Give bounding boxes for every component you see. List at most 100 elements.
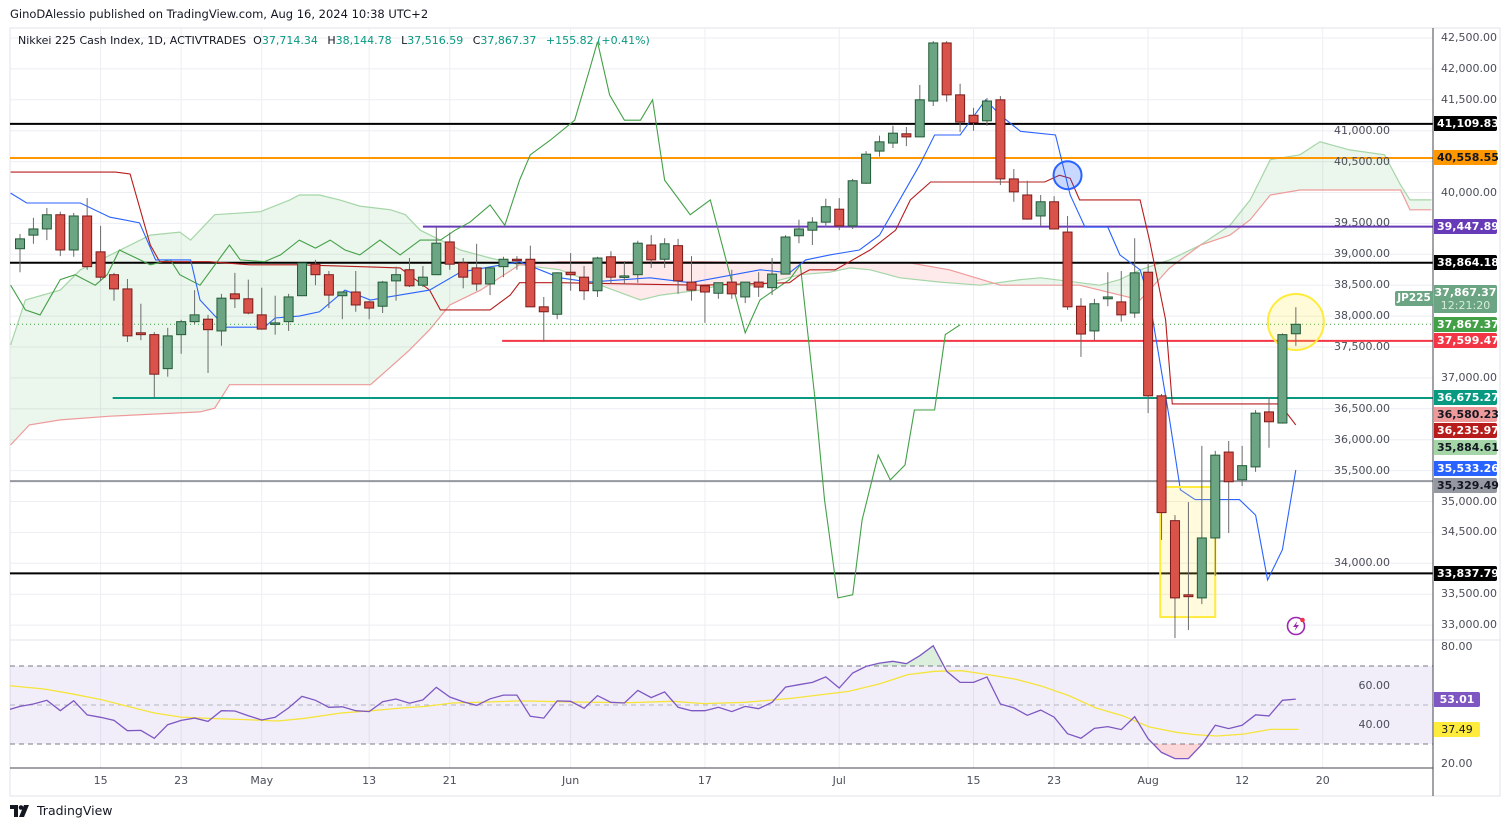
candle-body bbox=[1008, 178, 1019, 193]
candle-body bbox=[538, 306, 549, 313]
bar-countdown: 12:21:20 bbox=[1440, 299, 1491, 313]
candle-down bbox=[901, 126, 912, 147]
candle-body bbox=[901, 133, 912, 138]
candle-down bbox=[1143, 262, 1154, 414]
candle-down bbox=[310, 259, 321, 286]
candle-down bbox=[1169, 515, 1180, 639]
candle-down bbox=[229, 272, 240, 309]
candle-down bbox=[726, 269, 737, 299]
candle-body bbox=[28, 228, 39, 236]
candle-up bbox=[1237, 445, 1248, 487]
candle-up bbox=[820, 198, 831, 228]
candle-body bbox=[928, 42, 939, 102]
candle-down bbox=[1022, 180, 1033, 220]
candle-body bbox=[1223, 451, 1234, 483]
candle-body bbox=[1022, 194, 1033, 220]
tradingview-logo-icon bbox=[10, 804, 29, 817]
lightning-alert-icon[interactable] bbox=[1286, 616, 1306, 636]
candle-down bbox=[995, 96, 1006, 186]
candle-down bbox=[243, 279, 254, 315]
candle-body bbox=[15, 238, 25, 250]
candle-body bbox=[780, 236, 791, 275]
candle-down bbox=[1223, 440, 1234, 534]
candle-up bbox=[887, 125, 898, 149]
last-price-text: 37,867.37 bbox=[1434, 286, 1497, 300]
last-price-countdown-label: 37,867.37 12:21:20 bbox=[1434, 285, 1497, 314]
candle-down bbox=[605, 251, 616, 284]
candle-body bbox=[417, 276, 428, 286]
candle-up bbox=[861, 151, 872, 184]
candle-body bbox=[498, 258, 509, 268]
highlight-rectangle[interactable] bbox=[1159, 485, 1217, 619]
candle-up bbox=[632, 240, 643, 283]
candle-body bbox=[1102, 296, 1113, 300]
candle-down bbox=[1062, 215, 1073, 310]
candle-down bbox=[1183, 502, 1194, 631]
candle-up bbox=[498, 256, 509, 278]
candle-up bbox=[377, 280, 388, 314]
candle-body bbox=[297, 262, 308, 297]
candle-down bbox=[471, 243, 482, 291]
symbol-title[interactable]: Nikkei 225 Cash Index, 1D, ACTIVTRADES bbox=[18, 34, 247, 47]
candle-body bbox=[1156, 395, 1167, 514]
candle-body bbox=[753, 281, 764, 288]
candle-up bbox=[740, 281, 751, 304]
rsi-line bbox=[10, 644, 1296, 760]
candles bbox=[15, 41, 1301, 639]
candle-down bbox=[565, 253, 576, 291]
brand-name: TradingView bbox=[37, 803, 113, 818]
candle-body bbox=[323, 274, 334, 296]
candle-up bbox=[552, 272, 563, 320]
rsi-oversold-fill bbox=[10, 744, 1296, 759]
candle-up bbox=[780, 235, 791, 275]
candle-up bbox=[1210, 450, 1221, 576]
candle-body bbox=[55, 214, 66, 251]
candle-down bbox=[135, 303, 146, 341]
candle-up bbox=[283, 293, 294, 331]
candle-down bbox=[122, 279, 133, 343]
candle-body bbox=[968, 114, 979, 124]
candle-up bbox=[592, 256, 603, 297]
candle-body bbox=[377, 281, 388, 307]
candle-down bbox=[350, 270, 361, 312]
candle-body bbox=[981, 100, 992, 122]
candle-up bbox=[417, 266, 428, 288]
candle-body bbox=[726, 281, 737, 295]
candle-up bbox=[68, 212, 79, 257]
candle-down bbox=[458, 258, 469, 289]
candle-body bbox=[189, 314, 200, 323]
candle-body bbox=[41, 214, 52, 230]
candle-up bbox=[847, 178, 858, 229]
candle-up bbox=[1129, 238, 1140, 318]
candle-body bbox=[1263, 411, 1274, 423]
rsi-pane[interactable] bbox=[7, 644, 1299, 760]
candle-body bbox=[861, 153, 872, 184]
horizontal-levels[interactable] bbox=[10, 122, 1433, 575]
high-key: H bbox=[327, 34, 336, 47]
grid bbox=[10, 28, 1433, 768]
candle-down bbox=[109, 272, 120, 301]
candle-up bbox=[28, 217, 39, 244]
candle-body bbox=[565, 271, 576, 276]
candle-body bbox=[740, 281, 751, 298]
candle-body bbox=[68, 215, 79, 251]
candle-body bbox=[310, 263, 321, 276]
annotations[interactable] bbox=[1052, 160, 1083, 191]
candle-body bbox=[1277, 334, 1288, 424]
highlight-circle[interactable] bbox=[1052, 160, 1083, 191]
publish-info: GinoDAlessio published on TradingView.co… bbox=[10, 7, 429, 21]
candle-up bbox=[807, 217, 818, 246]
candle-down bbox=[1116, 270, 1127, 322]
candle-down bbox=[686, 256, 697, 301]
candle-body bbox=[834, 208, 845, 227]
candle-body bbox=[1250, 412, 1261, 468]
candle-up bbox=[1277, 333, 1288, 424]
footer-brand[interactable]: TradingView bbox=[10, 803, 113, 818]
candle-body bbox=[1196, 537, 1207, 599]
candle-up bbox=[1196, 445, 1207, 605]
high-value: 38,144.78 bbox=[335, 34, 392, 47]
candle-body bbox=[216, 297, 227, 332]
candle-down bbox=[941, 41, 952, 102]
candle-body bbox=[659, 243, 670, 260]
